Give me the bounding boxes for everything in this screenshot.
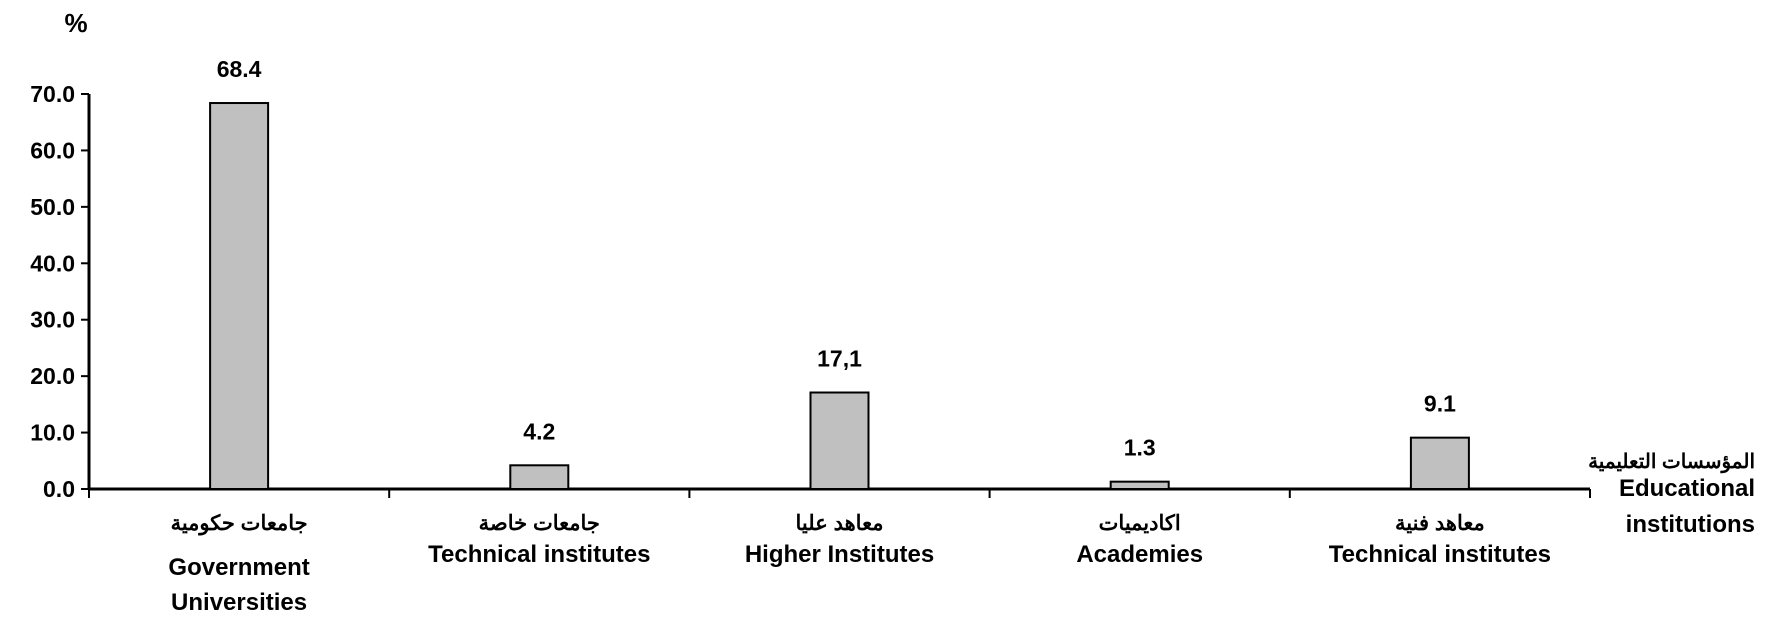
y-tick-label: 30.0	[30, 307, 75, 333]
bar	[209, 102, 270, 491]
bar	[1109, 480, 1170, 490]
y-tick-label: 10.0	[30, 420, 75, 446]
category-label-english: Academies	[1076, 541, 1203, 568]
category-label-english: Government	[168, 554, 309, 581]
x-axis-title-english-line2: institutions	[1626, 511, 1755, 538]
labels: 68.4 جامعات حكومية Government Universities 4…	[168, 56, 1551, 616]
y-tick-label: 70.0	[30, 81, 75, 107]
category-label-english: Higher Institutes	[745, 541, 934, 568]
data-label: 1.3	[1124, 435, 1156, 461]
bar	[1409, 436, 1470, 490]
y-axis-unit-label: %	[64, 8, 87, 38]
y-tick-label: 20.0	[30, 363, 75, 389]
data-label: 4.2	[523, 418, 555, 444]
category-label-arabic: جامعات حكومية	[171, 512, 308, 536]
y-axis: 0.0 10.0 20.0 30.0 40.0 50.0 60.0 70.0	[30, 81, 91, 502]
category-label-english: Technical institutes	[428, 541, 650, 568]
category-label-english: Universities	[171, 589, 307, 616]
category-label-arabic: معاهد عليا	[796, 512, 884, 535]
category-label-english: Technical institutes	[1329, 541, 1551, 568]
category-label-arabic: معاهد فنية	[1395, 512, 1485, 535]
y-tick-label: 60.0	[30, 137, 75, 163]
x-axis	[88, 487, 1591, 498]
y-tick-label: 40.0	[30, 250, 75, 276]
bar	[509, 464, 570, 490]
bars	[209, 102, 1470, 491]
category-label-arabic: اكاديميات	[1099, 512, 1181, 535]
data-label: 9.1	[1424, 391, 1456, 417]
category-label-arabic: جامعات خاصة	[479, 512, 600, 535]
data-label: 68.4	[217, 56, 262, 82]
y-tick-label: 50.0	[30, 194, 75, 220]
data-label: 17,1	[817, 346, 862, 372]
bar	[809, 391, 870, 490]
x-axis-title-english-line1: Educational	[1619, 475, 1755, 502]
x-axis-title-arabic: المؤسسات التعليمية	[1588, 451, 1755, 474]
y-tick-label: 0.0	[43, 476, 75, 502]
